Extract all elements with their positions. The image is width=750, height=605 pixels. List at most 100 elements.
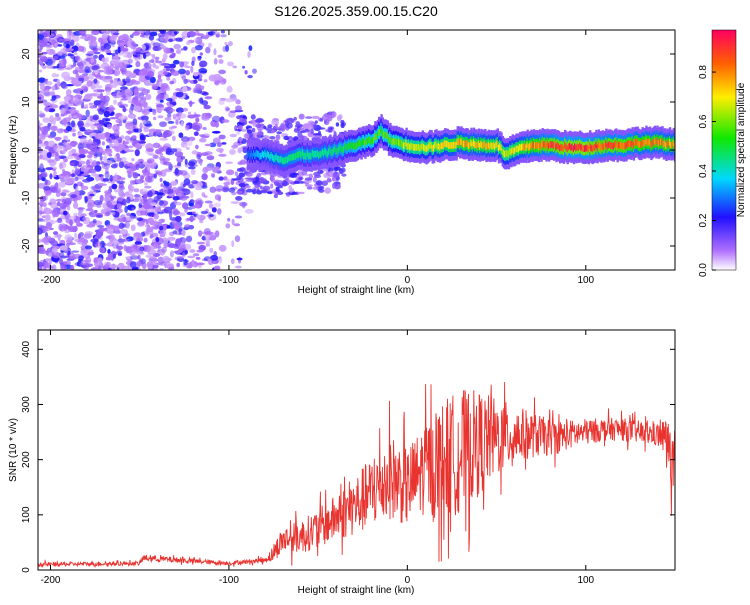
- heatmap-cell: [171, 180, 177, 187]
- heatmap-cell: [55, 190, 61, 198]
- heatmap-cell: [191, 60, 195, 66]
- heatmap-cell: [497, 144, 501, 152]
- heatmap-cell: [139, 50, 146, 54]
- heatmap-cell: [255, 176, 259, 181]
- heatmap-cell: [82, 219, 90, 225]
- heatmap-cell: [118, 222, 125, 229]
- heatmap-cell: [201, 91, 209, 96]
- heatmap-cell: [587, 145, 591, 153]
- heatmap-cell: [539, 141, 542, 148]
- heatmap-cell: [183, 178, 191, 186]
- heatmap-cell: [246, 188, 254, 193]
- heatmap-cell: [190, 65, 194, 74]
- heatmap-cell: [47, 108, 56, 113]
- heatmap-cell: [182, 183, 186, 188]
- heatmap-cell: [117, 143, 126, 151]
- heatmap-cell: [135, 163, 140, 171]
- heatmap-cell: [326, 177, 332, 183]
- heatmap-cell: [90, 84, 96, 90]
- heatmap-cell: [88, 73, 95, 80]
- heatmap-cell: [157, 93, 161, 99]
- heatmap-cell: [229, 133, 238, 138]
- heatmap-cell: [576, 143, 579, 151]
- heatmap-cell: [175, 113, 180, 117]
- heatmap-cell: [38, 155, 41, 162]
- heatmap-cell: [72, 132, 76, 137]
- heatmap-cell: [106, 242, 113, 247]
- heatmap-cell: [164, 258, 170, 265]
- heatmap-cell: [72, 34, 80, 43]
- heatmap-cell: [194, 30, 200, 36]
- heatmap-cell: [91, 129, 101, 133]
- heatmap-cell: [207, 42, 212, 48]
- heatmap-cell: [125, 249, 133, 254]
- heatmap-cell: [187, 30, 197, 38]
- heatmap-cell: [50, 39, 57, 46]
- heatmap-cell: [189, 249, 196, 253]
- heatmap-cell: [301, 149, 305, 157]
- heatmap-cell: [259, 185, 263, 190]
- heatmap-cell: [337, 146, 341, 153]
- heatmap-cell: [470, 139, 473, 147]
- heatmap-cell: [355, 142, 358, 150]
- heatmap-cell: [232, 178, 238, 181]
- heatmap-cell: [157, 256, 164, 264]
- heatmap-cell: [409, 143, 412, 151]
- heatmap-cell: [120, 157, 127, 162]
- heatmap-cell: [157, 211, 164, 215]
- heatmap-cell: [139, 134, 145, 142]
- heatmap-cell: [109, 117, 118, 120]
- heatmap-cell: [312, 176, 317, 183]
- heatmap-cell: [319, 151, 322, 158]
- heatmap-cell: [442, 141, 446, 149]
- heatmap-cell: [218, 244, 227, 252]
- heatmap-cell: [254, 119, 261, 123]
- heatmap-cell: [441, 142, 444, 150]
- heatmap-cell: [67, 242, 76, 246]
- heatmap-cell: [121, 68, 125, 76]
- heatmap-cell: [324, 119, 330, 126]
- heatmap-cell: [221, 142, 227, 145]
- colorbar-tick-label: 0.6: [698, 114, 709, 128]
- heatmap-cell: [113, 99, 117, 105]
- heatmap-cell: [556, 142, 559, 149]
- heatmap-cell: [38, 249, 47, 254]
- heatmap-cell: [94, 243, 103, 248]
- heatmap-cell: [135, 48, 140, 53]
- spectrogram-y-ticks: -20 -10 0 10 20: [21, 48, 675, 253]
- heatmap-cell: [671, 141, 674, 149]
- heatmap-cell: [235, 265, 242, 269]
- heatmap-cell: [38, 228, 43, 235]
- heatmap-cell: [68, 30, 72, 33]
- heatmap-cell: [455, 141, 458, 149]
- heatmap-cell: [77, 211, 83, 218]
- heatmap-cell: [125, 191, 130, 196]
- heatmap-cell: [304, 152, 307, 160]
- heatmap-cell: [119, 100, 123, 107]
- heatmap-cell: [362, 138, 366, 145]
- heatmap-cell: [96, 160, 101, 166]
- heatmap-cell: [112, 244, 117, 249]
- heatmap-cell: [77, 77, 85, 82]
- heatmap-cell: [114, 172, 118, 180]
- heatmap-cell: [407, 142, 411, 149]
- heatmap-cell: [173, 116, 181, 121]
- heatmap-cell: [126, 196, 131, 204]
- heatmap-cell: [213, 202, 221, 208]
- heatmap-cell: [40, 126, 49, 133]
- heatmap-cell: [512, 147, 516, 155]
- heatmap-cell: [199, 134, 205, 137]
- heatmap-cell: [147, 176, 154, 183]
- heatmap-cell: [65, 48, 74, 52]
- heatmap-cell: [163, 181, 170, 187]
- heatmap-cell: [108, 161, 115, 164]
- heatmap-cell: [184, 79, 191, 83]
- heatmap-cell: [159, 229, 167, 236]
- heatmap-cell: [87, 168, 97, 174]
- heatmap-cell: [105, 89, 111, 96]
- heatmap-cell: [186, 217, 196, 221]
- heatmap-cell: [411, 143, 414, 150]
- heatmap-cell: [117, 217, 127, 223]
- heatmap-cell: [299, 150, 302, 158]
- heatmap-cell: [137, 53, 141, 59]
